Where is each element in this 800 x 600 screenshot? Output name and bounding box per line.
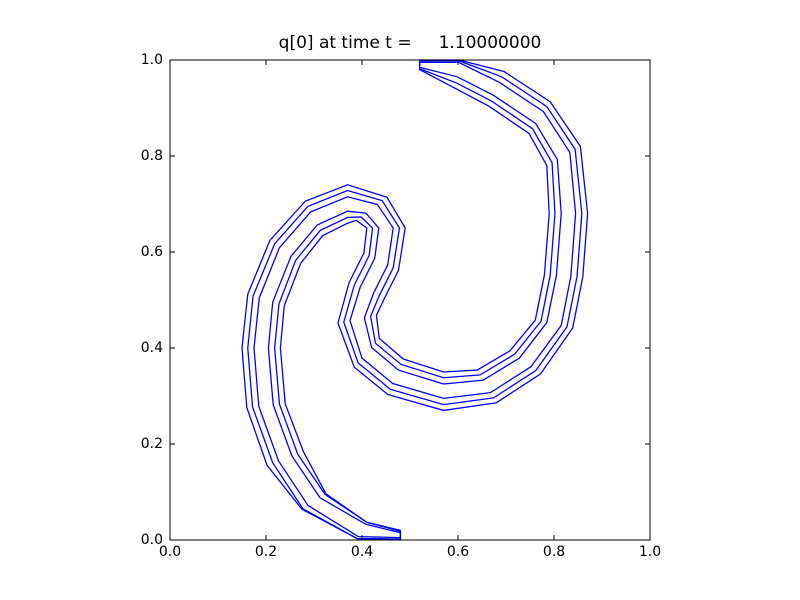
y-tick-label: 0.8 [141, 148, 163, 164]
y-tick-label: 0.6 [141, 244, 163, 260]
y-tick-label: 1.0 [141, 52, 163, 68]
x-tick-label: 0.8 [543, 544, 565, 560]
x-tick-label: 1.0 [639, 544, 661, 560]
contour-line [247, 60, 583, 540]
y-tick-label: 0.2 [141, 436, 163, 452]
y-tick-label: 0.4 [141, 340, 163, 356]
x-tick-label: 0.0 [159, 544, 181, 560]
y-tick-label: 0.0 [141, 532, 163, 548]
x-tick-label: 0.2 [255, 544, 277, 560]
plot-frame [169, 59, 651, 541]
x-tick-label: 0.4 [351, 544, 373, 560]
chart-title: q[0] at time t = 1.10000000 [279, 33, 542, 53]
x-tick-label: 0.6 [447, 544, 469, 560]
contour-line [253, 61, 577, 539]
